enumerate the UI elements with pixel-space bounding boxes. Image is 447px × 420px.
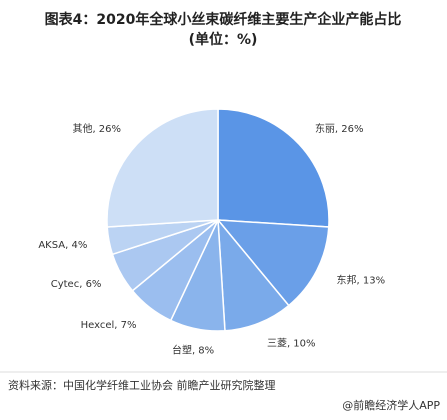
source: 资料来源：中国化学纤维工业协会 前瞻产业研究院整理 [8,378,276,392]
slice-label: 东邦, 13% [337,273,386,286]
slice-label: 台塑, 8% [172,344,214,357]
chart-subtitle: (单位：%) [189,31,258,48]
pie-slice [216,219,330,307]
pie-slice [217,108,330,228]
chart-title: 图表4：2020年全球小丝束碳纤维主要生产企业产能占比 [45,11,402,28]
slice-label: 其他, 26% [72,122,121,135]
slice-label: Hexcel, 7% [81,320,137,331]
pie-slice [106,108,219,228]
footer: @前瞻经济学人APP [342,398,440,412]
slice-label: AKSA, 4% [38,240,87,251]
slice-label: Cytec, 6% [51,279,102,290]
slice-label: 东丽, 26% [315,122,364,135]
slice-label: 三菱, 10% [267,338,316,350]
